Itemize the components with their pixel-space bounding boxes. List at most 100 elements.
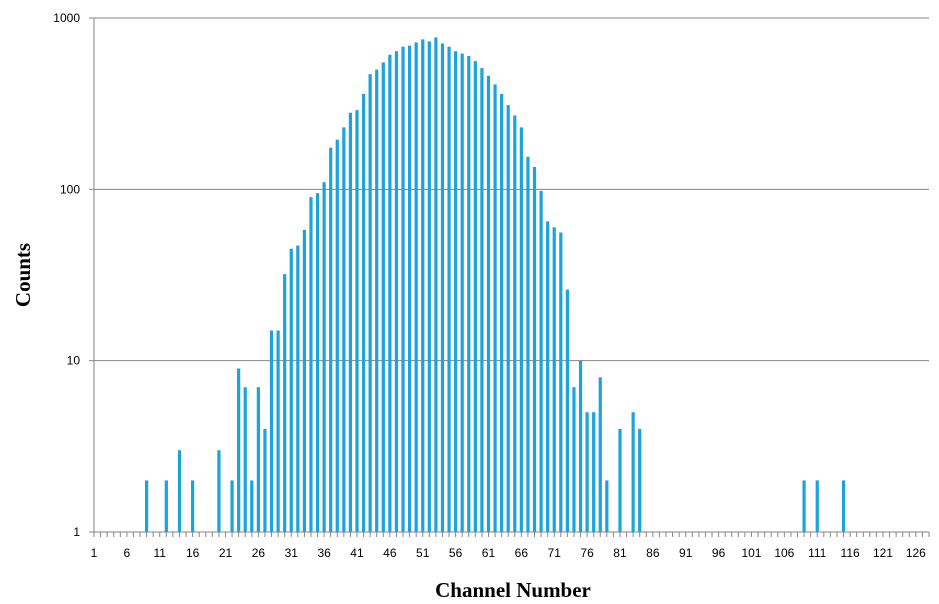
bar-channel-61 — [486, 75, 491, 532]
x-tick-label-41: 41 — [350, 546, 364, 560]
gridlines — [94, 17, 929, 362]
x-tick-label-81: 81 — [613, 546, 627, 560]
bar-channel-40 — [348, 112, 353, 532]
bar-channel-115 — [841, 480, 846, 532]
x-tick-label-126: 126 — [906, 546, 926, 560]
bar-channel-62 — [493, 84, 497, 533]
bar-channel-65 — [513, 115, 517, 533]
axes — [89, 17, 930, 537]
bar-channel-39 — [342, 127, 346, 532]
x-tick-label-51: 51 — [416, 546, 430, 560]
bar-channel-60 — [480, 68, 484, 533]
bar-channel-79 — [605, 480, 609, 532]
bar-channel-63 — [500, 94, 504, 532]
bar-channel-111 — [815, 480, 819, 532]
bar-channel-52 — [427, 41, 431, 532]
bar-channel-64 — [506, 105, 510, 532]
bar-channel-30 — [283, 274, 287, 532]
bar-channel-74 — [572, 387, 576, 532]
bar-channel-44 — [375, 69, 379, 532]
x-tick-label-16: 16 — [186, 546, 200, 560]
x-tick-label-56: 56 — [449, 546, 463, 560]
bar-channel-41 — [355, 110, 359, 533]
bar-channel-49 — [407, 45, 412, 532]
bar-channel-84 — [638, 428, 642, 532]
bar-channel-76 — [585, 412, 589, 532]
bar-channel-50 — [414, 42, 418, 533]
histogram-bars — [144, 37, 846, 533]
bar-channel-73 — [565, 289, 569, 532]
y-tick-label-10: 10 — [67, 354, 81, 368]
x-tick-label-46: 46 — [383, 546, 397, 560]
bar-channel-59 — [473, 61, 477, 532]
bar-channel-83 — [631, 412, 635, 532]
bar-channel-69 — [539, 190, 543, 532]
bar-channel-42 — [361, 94, 366, 532]
bar-channel-109 — [802, 480, 806, 532]
bar-channel-81 — [618, 428, 622, 532]
bar-channel-22 — [230, 480, 234, 532]
bar-channel-57 — [460, 53, 464, 533]
x-tick-label-111: 111 — [808, 546, 827, 560]
bar-channel-23 — [237, 368, 241, 532]
y-tick-label-100: 100 — [60, 182, 80, 196]
x-tick-label-31: 31 — [285, 546, 299, 560]
bar-channel-27 — [263, 428, 267, 532]
x-tick-label-21: 21 — [219, 546, 233, 560]
bar-channel-70 — [546, 221, 550, 532]
bar-channel-48 — [401, 46, 405, 532]
bar-channel-55 — [447, 46, 451, 532]
x-tick-label-36: 36 — [317, 546, 331, 560]
bar-channel-38 — [335, 139, 339, 532]
bar-channel-36 — [322, 182, 326, 532]
bar-channel-51 — [421, 39, 425, 533]
x-tick-label-1: 1 — [91, 546, 98, 560]
bar-channel-32 — [296, 245, 300, 532]
y-tick-label-1000: 1000 — [53, 11, 80, 25]
bar-channel-35 — [315, 193, 320, 532]
bar-channel-33 — [302, 229, 306, 532]
bar-channel-28 — [269, 330, 274, 532]
x-tick-label-71: 71 — [548, 546, 562, 560]
x-tick-label-66: 66 — [515, 546, 529, 560]
x-tick-label-106: 106 — [774, 546, 794, 560]
x-tick-label-101: 101 — [741, 546, 761, 560]
x-tick-label-76: 76 — [580, 546, 594, 560]
x-tick-label-61: 61 — [482, 546, 496, 560]
bar-channel-16 — [191, 480, 195, 532]
bar-channel-77 — [592, 412, 596, 532]
bar-channel-43 — [368, 74, 372, 532]
x-tick-label-11: 11 — [154, 546, 167, 560]
bar-channel-9 — [144, 480, 149, 532]
bar-channel-37 — [329, 147, 333, 532]
y-axis-title: Counts — [11, 243, 35, 307]
bar-channel-78 — [598, 377, 602, 532]
bar-channel-45 — [381, 62, 385, 532]
bar-channel-31 — [289, 248, 293, 533]
x-tick-label-26: 26 — [252, 546, 266, 560]
bar-channel-34 — [309, 197, 313, 533]
bar-channel-58 — [467, 56, 471, 533]
bar-channel-71 — [552, 227, 556, 532]
tick-labels: 1 10 100 1000 1 6 11 1 6 21 26 31 36 41 46 51 56 61 66 71 76… — [53, 11, 926, 560]
bar-channel-26 — [256, 387, 260, 532]
bar-channel-12 — [164, 480, 168, 532]
bar-channel-24 — [243, 387, 247, 532]
bar-channel-54 — [440, 43, 445, 532]
bar-channel-56 — [454, 51, 458, 533]
x-tick-label-91: 91 — [679, 546, 693, 560]
bar-channel-72 — [559, 232, 563, 532]
bar-channel-46 — [388, 54, 392, 533]
x-tick-label-121: 121 — [873, 546, 893, 560]
x-tick-label-116: 116 — [841, 546, 860, 560]
bar-channel-68 — [532, 167, 537, 532]
x-tick-label-6: 6 — [124, 546, 131, 560]
bar-channel-53 — [434, 37, 438, 532]
x-tick-label-96: 96 — [712, 546, 726, 560]
bar-channel-66 — [519, 127, 523, 532]
bar-channel-25 — [250, 480, 254, 532]
bar-channel-47 — [394, 51, 399, 533]
bar-channel-29 — [276, 330, 280, 532]
bar-channel-67 — [526, 156, 530, 532]
bar-channel-20 — [217, 450, 221, 532]
